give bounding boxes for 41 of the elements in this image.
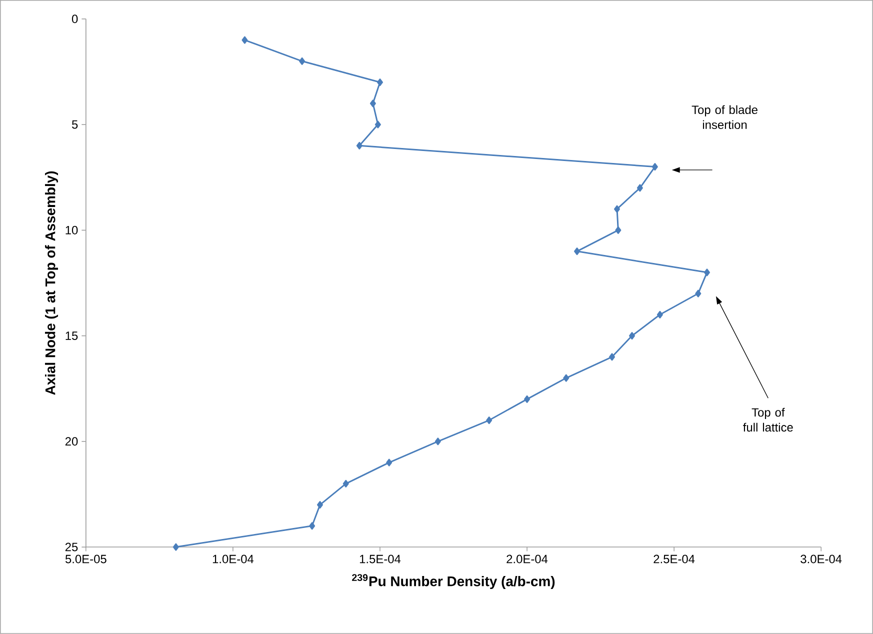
x-axis-title: $^{239}$Pu Number Density (a/b-cm) (352, 574, 555, 590)
point (434, 438, 441, 446)
point (370, 100, 376, 108)
point (695, 290, 702, 298)
point (376, 78, 383, 86)
point (356, 142, 362, 150)
point (342, 480, 349, 488)
point (615, 226, 622, 234)
annotation: Top of blade insertion (692, 105, 758, 130)
y-tick-label: 20 (65, 437, 78, 446)
x-tick-label: 1.0E-04 (212, 554, 254, 564)
point (172, 543, 179, 551)
x-tick-label: 1.5E-04 (360, 554, 401, 564)
point (656, 310, 663, 318)
point (309, 522, 316, 530)
point (563, 374, 570, 382)
point (629, 332, 636, 340)
annotation: Top of full lattice (743, 408, 793, 432)
point (609, 353, 616, 361)
y-tick-label: 0 (72, 14, 78, 24)
point (636, 184, 643, 192)
point (704, 268, 710, 276)
point (574, 248, 580, 256)
x-tick-label: 2.0E-04 (506, 554, 548, 564)
point (524, 395, 530, 403)
point (386, 458, 392, 466)
y-tick-label: 5 (72, 120, 78, 129)
x-tick-label: 2.5E-04 (654, 554, 695, 564)
point (486, 416, 492, 424)
y-tick-label: 10 (66, 226, 78, 234)
y-axis-title: Axial Node (1 at Top of Assembly) (45, 171, 58, 395)
point (242, 36, 248, 44)
x-tick-label: 5.0E-05 (65, 554, 106, 564)
x-tick-label: 3.0E-04 (800, 554, 842, 564)
y-tick-label: 25 (65, 542, 78, 552)
point (317, 501, 323, 509)
point (652, 163, 658, 171)
point (614, 205, 620, 213)
y-tick-label: 15 (66, 332, 78, 340)
point (299, 57, 306, 65)
point (374, 120, 381, 128)
